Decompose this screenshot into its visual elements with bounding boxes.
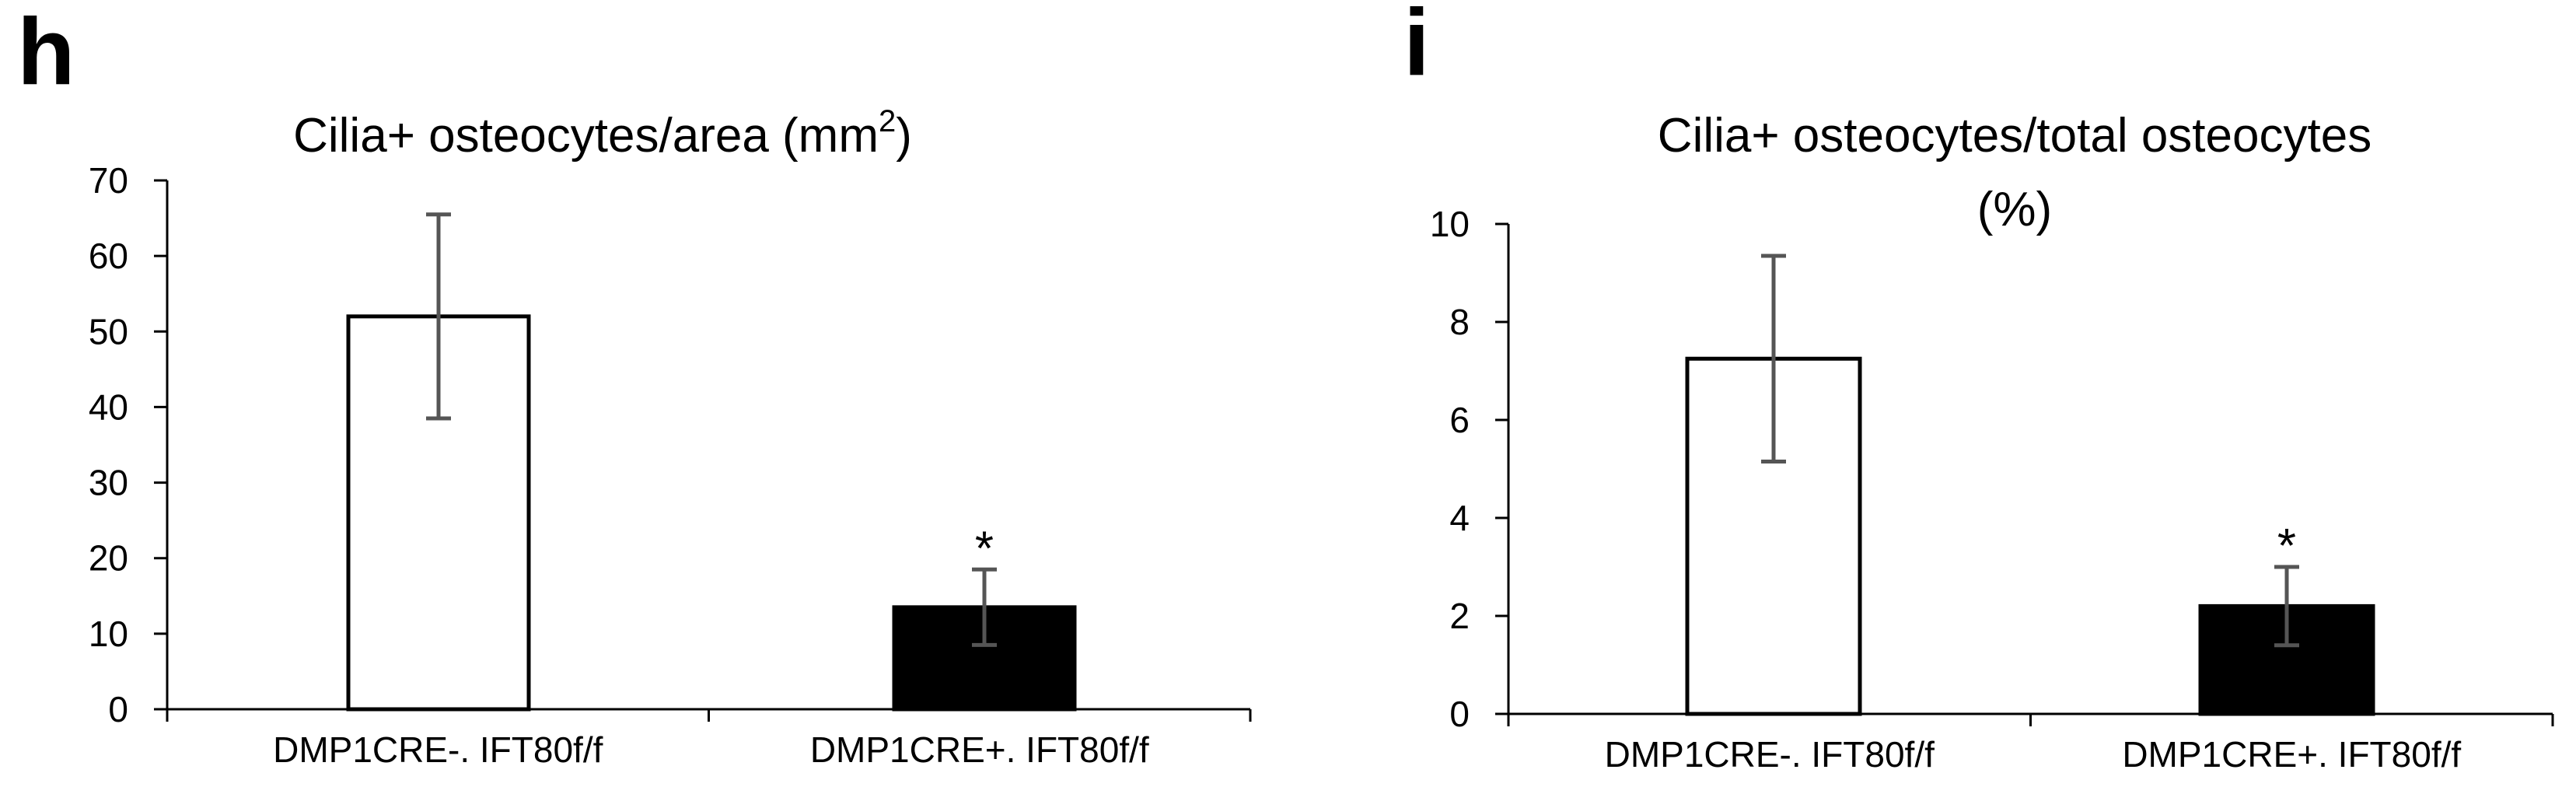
y-tick-label: 30 [89,463,128,503]
y-tick-label: 8 [1449,302,1470,342]
significance-marker: * [975,522,994,575]
y-tick-label: 70 [89,160,128,201]
chart-title-text: Cilia+ osteocytes/total osteocytes [1658,109,2372,163]
chart-title-end: ) [896,109,912,163]
chart-panel-i: i Cilia+ osteocytes/total osteocytes (%) 0 2… [1403,0,2554,775]
error-bar [2274,565,2299,648]
y-tick-label: 60 [89,236,128,276]
error-bar [426,212,451,421]
panel-label: h [17,0,75,104]
y-tick-label: 20 [89,538,128,579]
error-bar [972,567,997,647]
chart-title-text: Cilia+ osteocytes/area (mm [293,109,879,163]
chart-title: Cilia+ osteocytes/area (mm2) [293,104,912,163]
x-tick-label: DMP1CRE-. IFT80f/f [273,729,603,770]
y-tick-label: 4 [1449,498,1470,538]
x-tick-label: DMP1CRE+. IFT80f/f [2122,734,2461,775]
chart-title-superscript: 2 [879,104,896,138]
chart-panel-h: h Cilia+ osteocytes/area (mm2) 0 10 20 30 40 50… [17,0,1252,770]
y-tick-label: 0 [108,689,128,729]
y-tick-label: 2 [1449,596,1470,636]
significance-marker: * [2277,519,2296,573]
y-tick-label: 50 [89,311,128,352]
x-tick-label: DMP1CRE-. IFT80f/f [1605,734,1935,775]
error-bar [1761,254,1786,464]
chart-title-line2: (%) [1977,183,2052,236]
y-tick-label: 10 [1430,204,1470,244]
chart-title: Cilia+ osteocytes/total osteocytes [1658,109,2372,163]
panel-label: i [1403,0,1430,95]
y-tick-label: 10 [89,614,128,654]
y-tick-label: 6 [1449,400,1470,440]
y-tick-label: 0 [1449,694,1470,734]
y-tick-label: 40 [89,387,128,427]
x-tick-label: DMP1CRE+. IFT80f/f [810,729,1149,770]
